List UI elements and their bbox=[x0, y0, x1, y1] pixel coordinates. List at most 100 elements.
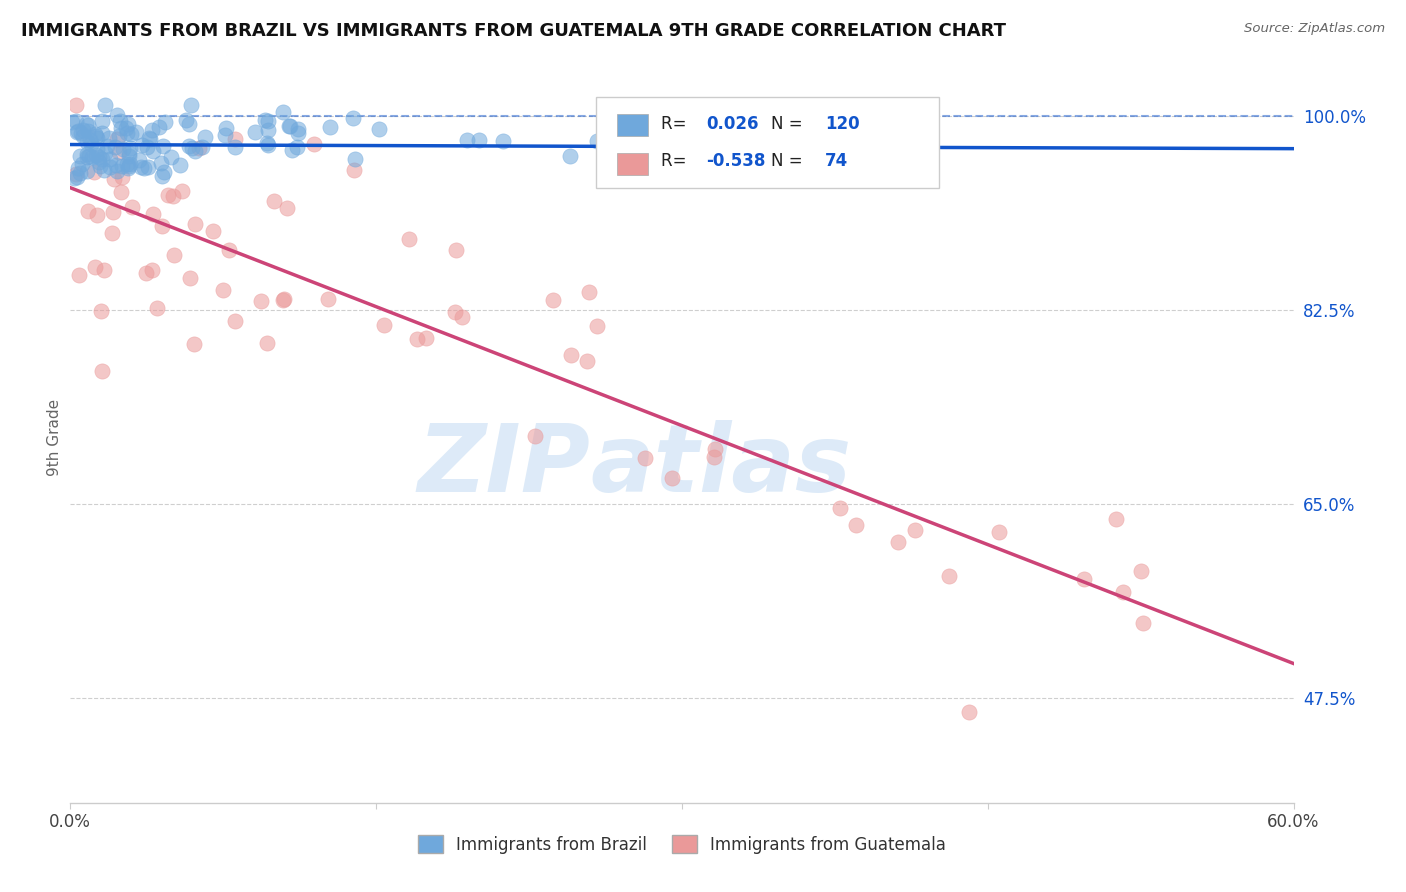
Point bbox=[131, 137, 153, 152]
Point bbox=[191, 140, 214, 154]
FancyBboxPatch shape bbox=[617, 114, 648, 136]
Point bbox=[281, 143, 304, 157]
Point bbox=[142, 206, 165, 220]
Point bbox=[1104, 512, 1126, 526]
Point bbox=[174, 113, 197, 128]
Point bbox=[273, 292, 295, 306]
Point bbox=[117, 161, 139, 175]
Point bbox=[406, 332, 429, 346]
Point bbox=[60, 115, 83, 129]
Point bbox=[169, 158, 191, 172]
Point bbox=[76, 164, 98, 178]
Point bbox=[368, 122, 391, 136]
Point bbox=[136, 161, 159, 175]
Point bbox=[273, 105, 295, 120]
Point bbox=[84, 148, 107, 162]
Point bbox=[586, 319, 609, 334]
Point bbox=[115, 157, 138, 171]
Point bbox=[76, 150, 98, 164]
Point bbox=[65, 114, 87, 128]
Point bbox=[212, 283, 235, 297]
Text: R=: R= bbox=[661, 115, 692, 133]
Text: 120: 120 bbox=[825, 115, 859, 133]
Point bbox=[65, 169, 87, 184]
Text: -0.538: -0.538 bbox=[706, 153, 766, 170]
Point bbox=[98, 152, 121, 166]
Point bbox=[118, 146, 141, 161]
Point bbox=[107, 164, 129, 178]
Point bbox=[1073, 572, 1095, 586]
Point bbox=[89, 150, 111, 164]
Point bbox=[77, 124, 100, 138]
Point bbox=[634, 451, 657, 466]
Point bbox=[183, 217, 205, 231]
Point bbox=[101, 205, 124, 219]
Point bbox=[86, 143, 108, 157]
Point bbox=[76, 135, 98, 149]
Point bbox=[820, 136, 842, 151]
Point bbox=[111, 170, 134, 185]
Point bbox=[120, 141, 142, 155]
Point bbox=[142, 145, 165, 159]
Point bbox=[83, 165, 105, 179]
Point bbox=[180, 141, 202, 155]
Point bbox=[157, 187, 180, 202]
Point bbox=[560, 148, 582, 162]
Point bbox=[118, 148, 141, 162]
Point bbox=[830, 500, 852, 515]
Point bbox=[256, 123, 278, 137]
Point bbox=[80, 149, 103, 163]
Point bbox=[159, 150, 181, 164]
Point bbox=[89, 154, 111, 169]
Point bbox=[373, 318, 395, 332]
Point bbox=[83, 260, 105, 274]
Point bbox=[101, 226, 124, 240]
Point bbox=[585, 134, 607, 148]
Point bbox=[76, 147, 98, 161]
Point bbox=[179, 117, 201, 131]
Point bbox=[904, 523, 927, 537]
Point bbox=[76, 118, 98, 132]
Point bbox=[103, 172, 125, 186]
Point bbox=[468, 133, 491, 147]
Point bbox=[67, 268, 90, 282]
FancyBboxPatch shape bbox=[617, 153, 648, 175]
Point bbox=[278, 119, 301, 133]
Point bbox=[148, 120, 170, 135]
Point bbox=[72, 123, 94, 137]
Point bbox=[132, 161, 155, 175]
Point bbox=[110, 120, 132, 135]
Point bbox=[256, 336, 278, 351]
Text: N =: N = bbox=[772, 153, 803, 170]
Point bbox=[80, 137, 103, 152]
Point bbox=[84, 128, 107, 143]
Point bbox=[243, 125, 266, 139]
Point bbox=[277, 119, 299, 133]
Point bbox=[67, 124, 90, 138]
Point bbox=[94, 97, 117, 112]
Point bbox=[91, 364, 114, 378]
Point bbox=[145, 301, 167, 316]
Point bbox=[541, 293, 564, 308]
Point bbox=[120, 127, 142, 141]
Point bbox=[66, 161, 89, 175]
Point bbox=[135, 266, 157, 280]
Point bbox=[170, 185, 193, 199]
Point bbox=[118, 157, 141, 171]
Point bbox=[938, 569, 960, 583]
Point bbox=[1130, 564, 1153, 578]
Point bbox=[86, 208, 108, 222]
Point bbox=[957, 705, 980, 719]
Point bbox=[987, 524, 1010, 539]
Point bbox=[121, 200, 143, 214]
Point bbox=[76, 204, 98, 219]
Point bbox=[271, 293, 294, 307]
Text: R=: R= bbox=[661, 153, 692, 170]
Point bbox=[70, 127, 93, 141]
Point bbox=[149, 156, 172, 170]
Point bbox=[150, 169, 173, 183]
Text: 0.026: 0.026 bbox=[706, 115, 759, 133]
Point bbox=[415, 331, 437, 345]
Point bbox=[150, 219, 173, 233]
Point bbox=[152, 139, 174, 153]
